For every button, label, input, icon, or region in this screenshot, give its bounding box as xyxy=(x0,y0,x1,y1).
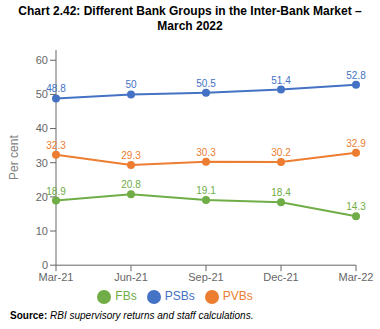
html-text:Chart 2.42: Different Bank Gro: Chart 2.42: Different Bank Groups in the… xyxy=(18,4,362,33)
svg-text:30.2: 30.2 xyxy=(271,147,291,158)
svg-text:40: 40 xyxy=(36,122,48,134)
svg-text:30: 30 xyxy=(36,157,48,169)
svg-text:20.8: 20.8 xyxy=(121,179,141,190)
svg-text:50: 50 xyxy=(125,79,137,90)
html-text:FBs: FBs xyxy=(115,289,137,304)
svg-text:29.3: 29.3 xyxy=(121,150,141,161)
html-text:PVBs: PVBs xyxy=(222,289,253,304)
svg-text:Dec-21: Dec-21 xyxy=(263,271,298,283)
svg-text:60: 60 xyxy=(36,54,48,66)
html-text:Source: RBI supervisory return: Source: RBI supervisory returns and staf… xyxy=(10,310,254,321)
svg-text:52.8: 52.8 xyxy=(346,70,366,81)
svg-text:Per cent: Per cent xyxy=(8,135,21,180)
svg-text:19.1: 19.1 xyxy=(196,185,216,196)
svg-text:50.5: 50.5 xyxy=(196,78,216,89)
html-text:PSBs: PSBs xyxy=(164,289,195,304)
svg-text:Mar-22: Mar-22 xyxy=(339,271,372,283)
svg-text:48.8: 48.8 xyxy=(46,83,66,94)
svg-text:50: 50 xyxy=(35,88,48,101)
svg-text:Mar-21: Mar-21 xyxy=(39,271,74,283)
svg-text:Jun-21: Jun-21 xyxy=(114,271,148,283)
svg-text:30.3: 30.3 xyxy=(196,147,216,158)
svg-text:32.9: 32.9 xyxy=(346,138,366,149)
svg-text:Sep-21: Sep-21 xyxy=(188,271,223,283)
svg-text:0: 0 xyxy=(42,259,48,271)
svg-text:51.4: 51.4 xyxy=(271,75,291,86)
svg-text:32.3: 32.3 xyxy=(46,140,66,151)
svg-text:14.3: 14.3 xyxy=(346,201,366,212)
svg-text:10: 10 xyxy=(36,225,48,237)
svg-text:18.4: 18.4 xyxy=(271,187,291,198)
svg-text:18.9: 18.9 xyxy=(46,186,66,197)
svg-text:20: 20 xyxy=(35,190,48,203)
